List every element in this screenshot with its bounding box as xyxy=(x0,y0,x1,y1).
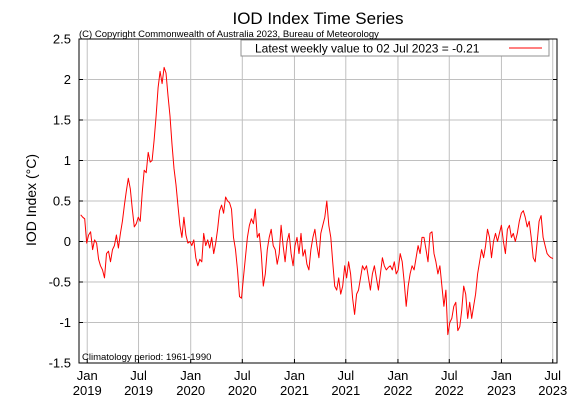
x-tick-label-month: Jan xyxy=(77,368,98,383)
x-tick-label-month: Jul xyxy=(441,368,458,383)
x-tick-label-month: Jan xyxy=(491,368,512,383)
y-tick-label: 0 xyxy=(64,234,71,249)
x-tick-label-month: Jul xyxy=(234,368,251,383)
y-axis-ticks: 2.5 2 1.5 1 0.5 0 -0.5 -1 -1.5 xyxy=(49,32,557,371)
x-tick-label-month: Jan xyxy=(284,368,305,383)
x-tick-label-month: Jul xyxy=(337,368,354,383)
x-tick-label-year: 2022 xyxy=(435,383,464,398)
y-axis-label: IOD Index (°C) xyxy=(23,154,39,246)
y-tick-label: -1.5 xyxy=(49,356,71,371)
legend-label: Latest weekly value to 02 Jul 2023 = -0.… xyxy=(255,42,480,56)
y-tick-label: 2.5 xyxy=(53,32,71,47)
x-tick-label-year: 2023 xyxy=(538,383,567,398)
x-tick-label-year: 2019 xyxy=(124,383,153,398)
legend: Latest weekly value to 02 Jul 2023 = -0.… xyxy=(240,39,550,57)
x-tick-label-year: 2020 xyxy=(176,383,205,398)
x-tick-label-month: Jan xyxy=(387,368,408,383)
y-tick-label: 1.5 xyxy=(53,113,71,128)
y-tick-label: 1 xyxy=(64,153,71,168)
x-tick-label-year: 2022 xyxy=(383,383,412,398)
grid-lines xyxy=(79,38,557,364)
series-group xyxy=(80,66,554,336)
x-tick-label-year: 2023 xyxy=(487,383,516,398)
y-tick-label: 2 xyxy=(64,72,71,87)
x-tick-label-year: 2021 xyxy=(280,383,309,398)
x-tick-label-year: 2021 xyxy=(331,383,360,398)
legend-box xyxy=(240,39,550,57)
y-tick-label: -1 xyxy=(59,315,71,330)
x-tick-label-year: 2019 xyxy=(73,383,102,398)
chart-title: IOD Index Time Series xyxy=(232,9,403,28)
x-tick-label-year: 2020 xyxy=(228,383,257,398)
x-axis-ticks: Jan2019Jul2019Jan2020Jul2020Jan2021Jul20… xyxy=(73,359,567,398)
chart-subtitle: (C) Copyright Commonwealth of Australia … xyxy=(79,29,379,40)
x-tick-label-month: Jan xyxy=(180,368,201,383)
x-tick-label-month: Jul xyxy=(130,368,147,383)
y-tick-label: -0.5 xyxy=(49,275,71,290)
series-line xyxy=(80,66,554,336)
y-tick-label: 0.5 xyxy=(53,194,71,209)
x-tick-label-month: Jul xyxy=(544,368,561,383)
climatology-note: Climatology period: 1961-1990 xyxy=(82,352,211,363)
